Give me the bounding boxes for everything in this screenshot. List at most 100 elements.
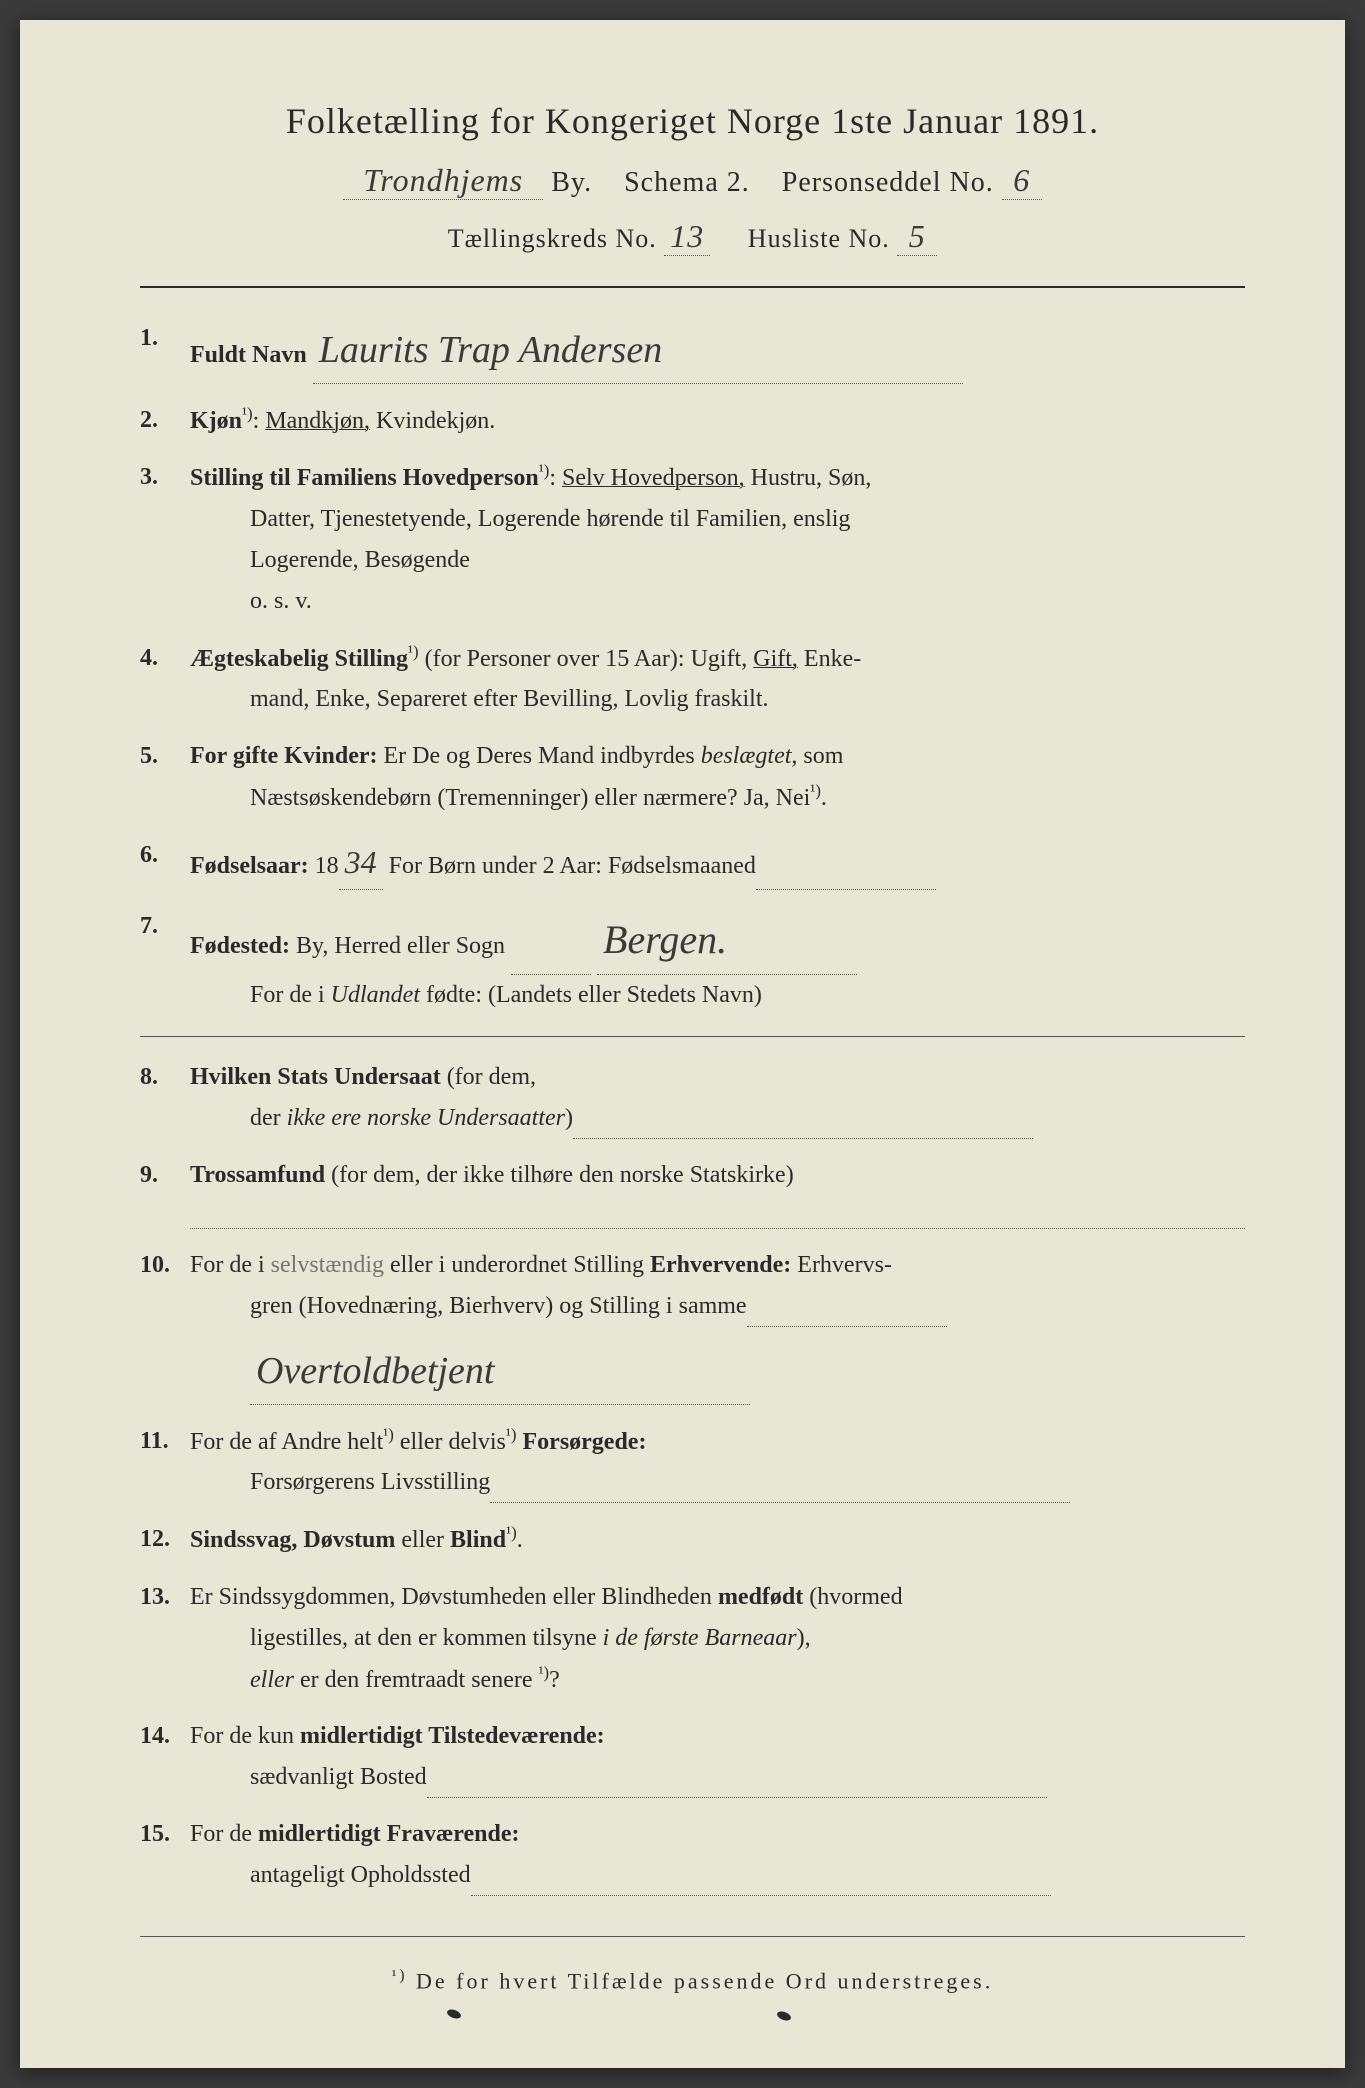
item-8-text: (for dem,	[441, 1064, 536, 1090]
item-10-t2: selvstændig	[271, 1252, 384, 1278]
item-13-line3a: eller	[250, 1667, 294, 1693]
item-3-num: 3.	[140, 457, 190, 621]
item-10: 10. For de i selvstændig eller i underor…	[140, 1245, 1245, 1404]
item-7-dots	[511, 955, 591, 975]
item-4-underlined: Gift,	[753, 646, 798, 672]
item-10-num: 10.	[140, 1245, 190, 1404]
item-3: 3. Stilling til Familiens Hovedperson¹):…	[140, 457, 1245, 621]
item-14-blank	[427, 1778, 1047, 1798]
header-line-2: Tællingskreds No. 13 Husliste No. 5	[140, 218, 1245, 256]
sup-11b: ¹)	[506, 1425, 517, 1444]
item-2-num: 2.	[140, 400, 190, 442]
item-8-line2a: der	[250, 1105, 287, 1131]
item-11-text2: eller delvis	[394, 1429, 506, 1455]
item-10-bold: Erhvervende:	[650, 1252, 791, 1278]
item-14-line2: sædvanligt Bosted	[250, 1764, 427, 1790]
item-11-num: 11.	[140, 1421, 190, 1504]
divider-top	[140, 286, 1245, 288]
item-8-num: 8.	[140, 1057, 190, 1139]
item-4: 4. Ægteskabelig Stilling¹) (for Personer…	[140, 638, 1245, 721]
item-8-label: Hvilken Stats Undersaat	[190, 1064, 441, 1090]
item-6: 6. Fødselsaar: 1834 For Børn under 2 Aar…	[140, 835, 1245, 890]
item-6-label: Fødselsaar:	[190, 853, 309, 879]
item-7-line2a: For de i	[250, 982, 331, 1008]
divider-bottom	[140, 1936, 1245, 1937]
city-handwritten: Trondhjems	[343, 162, 543, 200]
city-label: By.	[551, 167, 592, 198]
item-13-text: Er Sindssygdommen, Døvstumheden eller Bl…	[190, 1584, 718, 1610]
item-11-text: For de af Andre helt	[190, 1429, 383, 1455]
item-10-t3: eller i underordnet Stilling	[384, 1252, 650, 1278]
item-9-blank	[190, 1201, 1245, 1229]
item-11-blank	[490, 1483, 1070, 1503]
item-3-label: Stilling til Familiens Hovedperson	[190, 465, 539, 491]
item-9-text: (for dem, der ikke tilhøre den norske St…	[325, 1162, 794, 1188]
sup-2: ¹)	[242, 404, 253, 423]
item-1-num: 1.	[140, 318, 190, 384]
item-13-rest: (hvormed	[803, 1584, 902, 1610]
item-3-line2: Datter, Tjenestetyende, Logerende hørend…	[190, 499, 1245, 540]
footnote-marker: ¹)	[392, 1967, 408, 1984]
item-7-line2c: fødte: (Landets eller Stedets Navn)	[420, 982, 762, 1008]
item-1-name-hw: Laurits Trap Andersen	[313, 318, 963, 384]
item-2-underlined: Mandkjøn,	[265, 408, 370, 434]
item-2-label: Kjøn	[190, 408, 242, 434]
item-8-blank	[573, 1119, 1033, 1139]
item-14: 14. For de kun midlertidigt Tilstedevære…	[140, 1716, 1245, 1798]
item-6-text2: For Børn under 2 Aar: Fødselsmaaned	[383, 853, 756, 879]
item-12-text: eller	[395, 1527, 450, 1553]
form-title: Folketælling for Kongeriget Norge 1ste J…	[140, 100, 1245, 142]
item-9-num: 9.	[140, 1155, 190, 1230]
item-1: 1. Fuldt Navn Laurits Trap Andersen	[140, 318, 1245, 384]
item-15-text: For de	[190, 1821, 258, 1847]
item-6-blank	[756, 870, 936, 890]
item-3-underlined: Selv Hovedperson,	[562, 465, 745, 491]
item-5: 5. For gifte Kvinder: Er De og Deres Man…	[140, 736, 1245, 819]
header-line-1: Trondhjems By. Schema 2. Personseddel No…	[140, 162, 1245, 200]
houselist-label: Husliste No.	[748, 224, 890, 253]
item-10-t1: For de i	[190, 1252, 271, 1278]
item-5-italic: beslægtet,	[701, 743, 798, 769]
item-12: 12. Sindssvag, Døvstum eller Blind¹).	[140, 1519, 1245, 1561]
item-7-text: By, Herred eller Sogn	[290, 933, 505, 959]
district-no: 13	[664, 218, 710, 256]
item-14-num: 14.	[140, 1716, 190, 1798]
smudge-2	[776, 2010, 792, 2022]
item-12-bold2: Blind	[450, 1527, 506, 1553]
item-5-rest: som	[797, 743, 843, 769]
item-3-rest: Hustru, Søn,	[745, 465, 872, 491]
sup-4: ¹)	[408, 642, 419, 661]
divider-mid-1	[140, 1036, 1245, 1037]
item-15-line2: antageligt Opholdssted	[250, 1862, 471, 1888]
item-7-place-hw: Bergen.	[597, 906, 857, 975]
item-2: 2. Kjøn¹): Mandkjøn, Kvindekjøn.	[140, 400, 1245, 442]
item-15-bold: midlertidigt Fraværende:	[258, 1821, 520, 1847]
item-11-line2: Forsørgerens Livsstilling	[250, 1469, 490, 1495]
item-10-dots	[747, 1307, 947, 1327]
item-14-bold: midlertidigt Tilstedeværende:	[300, 1723, 605, 1749]
footnote: ¹) De for hvert Tilfælde passende Ord un…	[140, 1967, 1245, 1994]
item-7-label: Fødested:	[190, 933, 290, 959]
item-1-label: Fuldt Navn	[190, 342, 307, 368]
schema-label: Schema 2.	[624, 167, 750, 198]
item-10-occupation-hw: Overtoldbetjent	[250, 1339, 750, 1405]
item-13: 13. Er Sindssygdommen, Døvstumheden elle…	[140, 1577, 1245, 1700]
sup-13: ¹)	[539, 1663, 550, 1682]
sup-11a: ¹)	[383, 1425, 394, 1444]
item-13-line2a: ligestilles, at den er kommen tilsyne	[250, 1625, 603, 1651]
item-5-num: 5.	[140, 736, 190, 819]
personseddel-no: 6	[1002, 162, 1042, 200]
footnote-text: De for hvert Tilfælde passende Ord under…	[416, 1968, 993, 1993]
sup-3: ¹)	[539, 461, 550, 480]
item-13-num: 13.	[140, 1577, 190, 1700]
item-10-rest: Erhvervs-	[791, 1252, 892, 1278]
item-12-label: Sindssvag, Døvstum	[190, 1527, 395, 1553]
item-12-num: 12.	[140, 1519, 190, 1561]
item-5-text: Er De og Deres Mand indbyrdes	[378, 743, 701, 769]
item-6-year-hw: 34	[339, 835, 383, 890]
item-10-line2: gren (Hovednæring, Bierhverv) og Stillin…	[250, 1293, 747, 1319]
item-11: 11. For de af Andre helt¹) eller delvis¹…	[140, 1421, 1245, 1504]
item-6-prefix: 18	[309, 853, 339, 879]
item-15-blank	[471, 1876, 1051, 1896]
item-13-line2c: ),	[797, 1625, 811, 1651]
